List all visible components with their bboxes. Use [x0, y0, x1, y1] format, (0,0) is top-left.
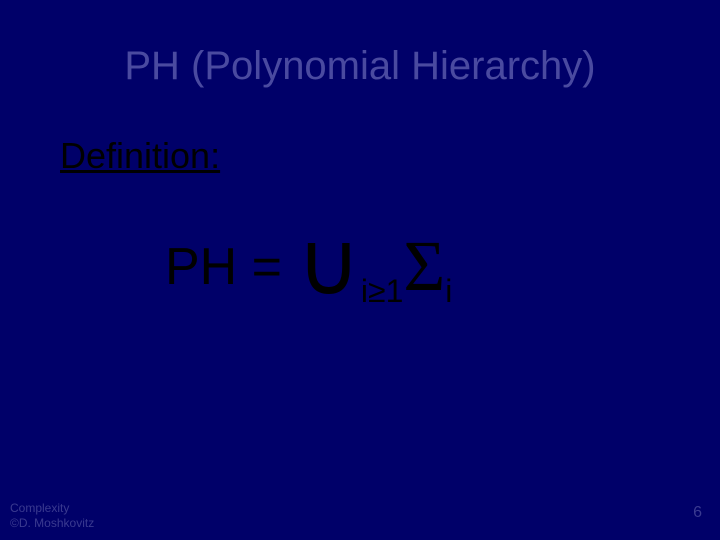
formula-lhs: PH =	[165, 238, 297, 296]
footer-line2: ©D. Moshkovitz	[10, 516, 94, 530]
footer-line1: Complexity	[10, 501, 94, 515]
page-title: PH (Polynomial Hierarchy)	[0, 44, 720, 89]
sub-i1: i	[361, 273, 368, 309]
sub-i2: i	[445, 273, 452, 309]
footer-left: Complexity ©D. Moshkovitz	[10, 501, 94, 530]
definition-label: Definition:	[60, 135, 220, 177]
formula: PH = ∪i≥1Σi	[165, 225, 452, 310]
union-symbol: ∪	[297, 231, 361, 301]
sigma-symbol: Σ	[403, 225, 445, 308]
sub-geq: ≥	[368, 273, 386, 309]
page-number: 6	[693, 504, 702, 522]
sub-one: 1	[386, 273, 404, 309]
